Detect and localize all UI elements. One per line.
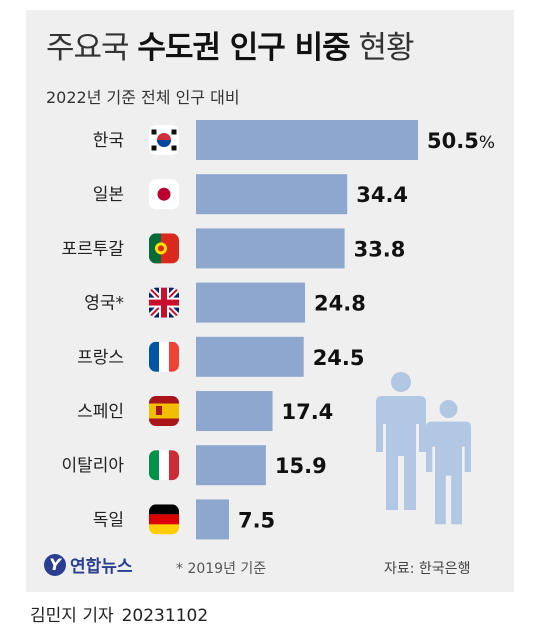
unit-label: %: [479, 133, 495, 153]
value-label: 33.8: [354, 237, 406, 261]
category-label: 영국*: [84, 294, 124, 314]
germany-flag-icon: [149, 504, 179, 535]
bar: [196, 391, 273, 431]
japan-flag-icon: [149, 179, 179, 210]
bar: [196, 174, 348, 215]
uk-flag-icon: [149, 287, 179, 318]
bar: [196, 282, 306, 323]
bar: [196, 228, 345, 269]
bar-chart: 한국 50.5% 일본 34.4 포르투갈 33.8 영국* 24.8 프랑스 24.5 스페인 17…: [61, 120, 495, 540]
value-label: 34.4: [356, 183, 408, 207]
korea-flag-icon: [149, 125, 179, 155]
value-label: 50.5%: [427, 129, 495, 153]
source-note: 자료: 한국은행: [384, 561, 471, 577]
category-label: 한국: [93, 131, 124, 151]
category-label: 독일: [93, 510, 124, 530]
value-label: 7.5: [238, 508, 275, 532]
france-flag-icon: [149, 341, 179, 372]
spain-flag-icon: [149, 396, 179, 426]
infographic-card: 주요국 수도권 인구 비중 현황 2022년 기준 전체 인구 대비 한국 50.…: [26, 10, 514, 592]
yonhap-logo: Y 연합뉴스: [44, 552, 133, 577]
byline-date: 20231102: [121, 606, 209, 626]
category-label: 일본: [93, 185, 124, 205]
category-label: 포르투갈: [61, 239, 124, 259]
byline-name: 김민지 기자: [30, 606, 114, 626]
italy-flag-icon: [149, 450, 179, 481]
value-label: 24.8: [314, 292, 366, 316]
value-label: 17.4: [281, 400, 333, 424]
category-label: 프랑스: [77, 348, 124, 368]
person-silhouette-icon: [376, 372, 426, 510]
title-prefix: 주요국: [46, 30, 138, 66]
portugal-flag-icon: [149, 233, 179, 264]
footnote: * 2019년 기준: [176, 561, 267, 577]
title-suffix: 현황: [349, 30, 415, 66]
chart-subtitle: 2022년 기준 전체 인구 대비: [46, 88, 240, 107]
category-label: 스페인: [77, 402, 124, 422]
value-label: 24.5: [313, 346, 365, 370]
bar: [196, 120, 418, 160]
bar: [196, 499, 229, 540]
chart-title: 주요국 수도권 인구 비중 현황: [46, 22, 415, 67]
category-label: 이탈리아: [61, 456, 124, 476]
bar: [196, 445, 266, 486]
value-label: 15.9: [275, 454, 327, 478]
yonhap-logo-icon: Y: [44, 553, 66, 576]
logo-text: 연합뉴스: [70, 557, 133, 577]
title-bold: 수도권 인구 비중: [137, 30, 350, 66]
bar: [196, 336, 304, 377]
byline: 김민지 기자 20231102: [30, 601, 208, 626]
person-silhouette-icon: [426, 400, 471, 525]
